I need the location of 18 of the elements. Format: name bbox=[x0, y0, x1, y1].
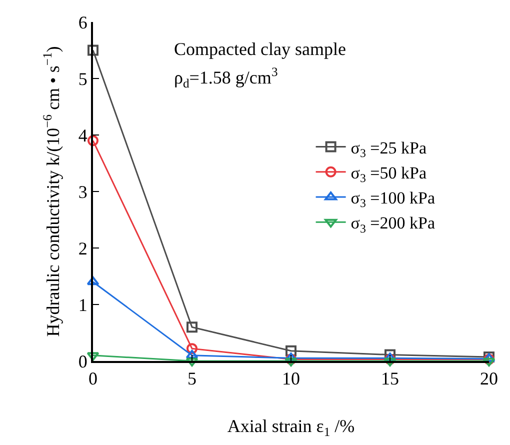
x-tick-label: 20 bbox=[480, 368, 498, 389]
annotation: ρ$_{d}$=1.58 g/cm$^{3}$ bbox=[174, 65, 278, 90]
x-tick-label: 10 bbox=[282, 368, 300, 389]
y-tick-label: 3 bbox=[78, 182, 88, 202]
annotation: Compacted clay sample bbox=[174, 39, 346, 59]
legend-label: σ$_{3}$ =200 kPa bbox=[350, 214, 436, 236]
y-tick-label: 0 bbox=[78, 351, 88, 372]
x-tick-label: 15 bbox=[381, 368, 399, 389]
y-tick-label: 1 bbox=[78, 294, 88, 315]
y-tick-label: 5 bbox=[78, 68, 88, 89]
x-axis-title: Axial strain ε$_{1}$ /% bbox=[227, 416, 355, 439]
y-tick-label: 4 bbox=[78, 125, 88, 146]
y-tick-label: 2 bbox=[78, 238, 88, 258]
legend-label: σ$_{3}$ =25 kPa bbox=[350, 138, 427, 160]
x-tick-label: 5 bbox=[188, 368, 196, 389]
legend-label: σ$_{3}$ =50 kPa bbox=[350, 164, 427, 186]
legend-label: σ$_{3}$ =100 kPa bbox=[350, 188, 436, 210]
y-tick-label: 6 bbox=[78, 12, 88, 32]
